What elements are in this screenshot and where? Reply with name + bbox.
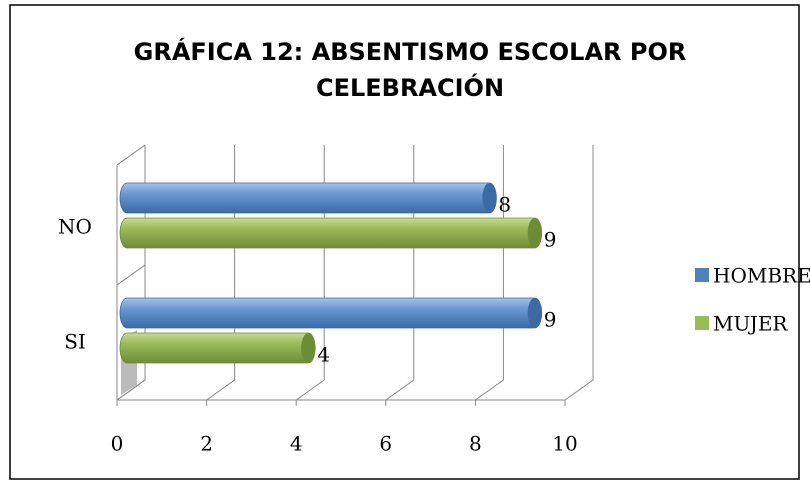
bar-cap [482,183,497,213]
legend-label: HOMBRE [713,264,810,288]
legend-swatch [695,268,709,282]
x-tick-label: 8 [469,432,482,456]
bar [119,182,497,214]
x-tick-label: 10 [552,432,577,456]
bar-cap [527,298,542,328]
y-tick-label: SI [64,330,86,354]
bar-cap [527,218,542,248]
legend-swatch [695,316,709,330]
data-label: 4 [317,343,330,367]
x-tick-label: 0 [111,432,124,456]
data-label: 8 [498,193,511,217]
bar [119,217,543,249]
x-tick-label: 6 [379,432,392,456]
grid-line [564,145,594,401]
y-tick-label: NO [58,215,92,239]
chart-title: GRÁFICA 12: ABSENTISMO ESCOLAR POR CELEB… [133,38,687,102]
data-label: 9 [544,228,557,252]
data-label: 9 [544,308,557,332]
bar-cap [301,333,316,363]
y-axis [116,144,146,401]
x-tick-label: 2 [200,432,213,456]
x-tick-label: 4 [290,432,303,456]
bar [119,297,543,329]
legend-label: MUJER [713,312,788,336]
bar [119,332,316,364]
